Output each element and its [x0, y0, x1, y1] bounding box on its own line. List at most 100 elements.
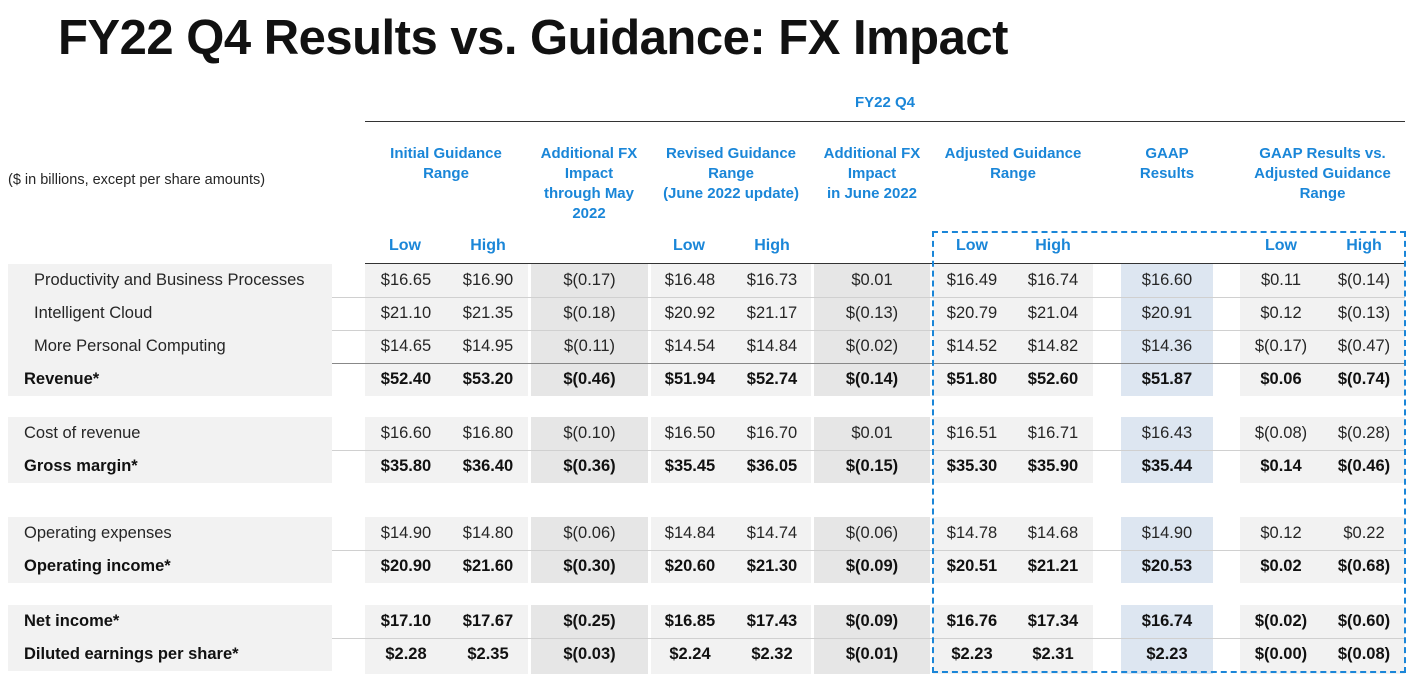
- revised-high-value: $21.17: [746, 304, 798, 322]
- fx-may-value: $(0.06): [563, 524, 616, 542]
- initial-low-value: $35.80: [380, 457, 432, 475]
- row-label: Net income*: [8, 605, 332, 638]
- fx-june-value: $(0.15): [845, 457, 899, 475]
- table-row: Productivity and Business Processes $16.…: [0, 264, 1413, 297]
- vs-high-value: $(0.14): [1337, 271, 1391, 289]
- gap-band: [0, 396, 1413, 417]
- fx-may-value: $(0.46): [563, 370, 616, 388]
- row-divider: [8, 638, 1405, 639]
- adjusted-low-value: $2.23: [951, 645, 993, 663]
- col-bg-fx-may: [531, 264, 648, 674]
- vs-high-value: $(0.28): [1337, 424, 1391, 442]
- vs-low-value: $0.12: [1260, 304, 1302, 322]
- col-bg-gaap-vs: [1240, 264, 1405, 674]
- row-label: Cost of revenue: [8, 417, 332, 450]
- col-header-fx-june: Additional FX Impact in June 2022: [823, 145, 921, 202]
- row-label: Operating expenses: [8, 517, 332, 550]
- gaap-value: $14.36: [1141, 337, 1193, 355]
- adjusted-high-value: $21.04: [1027, 304, 1079, 322]
- initial-high-value: $53.20: [462, 370, 514, 388]
- gaap-value: $51.87: [1141, 370, 1193, 388]
- initial-high-value: $2.35: [467, 645, 509, 663]
- sub-header-high: High: [470, 237, 506, 254]
- initial-low-value: $14.90: [380, 524, 432, 542]
- col-bg-adjusted: [933, 264, 1093, 674]
- page-title: FY22 Q4 Results vs. Guidance: FX Impact: [58, 11, 1008, 65]
- initial-low-value: $17.10: [380, 612, 432, 630]
- gaap-value: $2.23: [1146, 645, 1188, 663]
- adjusted-low-value: $51.80: [946, 370, 998, 388]
- adjusted-highlight-box: [932, 231, 1406, 673]
- adjusted-low-value: $16.51: [946, 424, 998, 442]
- table-row: Gross margin* $35.80 $36.40 $(0.36) $35.…: [0, 450, 1413, 483]
- fx-may-value: $(0.03): [563, 645, 616, 663]
- col-header-gaap-vs: GAAP Results vs. Adjusted Guidance Range: [1254, 145, 1391, 202]
- fx-june-value: $(0.14): [845, 370, 899, 388]
- fx-may-value: $(0.18): [563, 304, 616, 322]
- gaap-value: $16.60: [1141, 271, 1193, 289]
- vs-high-value: $(0.74): [1337, 370, 1391, 388]
- initial-high-value: $21.35: [462, 304, 514, 322]
- fx-june-value: $(0.09): [845, 612, 899, 630]
- revised-low-value: $51.94: [664, 370, 716, 388]
- adjusted-high-value: $14.82: [1027, 337, 1079, 355]
- revised-high-value: $52.74: [746, 370, 798, 388]
- period-rule: [365, 121, 1405, 122]
- fx-june-value: $(0.02): [845, 337, 899, 355]
- row-label: Intelligent Cloud: [8, 297, 332, 330]
- vs-low-value: $0.11: [1260, 271, 1302, 289]
- initial-low-value: $16.60: [380, 424, 432, 442]
- fx-may-value: $(0.30): [563, 557, 616, 575]
- fx-june-value: $(0.13): [845, 304, 899, 322]
- fx-may-value: $(0.36): [563, 457, 616, 475]
- initial-low-value: $20.90: [380, 557, 432, 575]
- table-row: Revenue* $52.40 $53.20 $(0.46) $51.94 $5…: [0, 363, 1413, 396]
- adjusted-low-value: $14.78: [946, 524, 998, 542]
- vs-low-value: $(0.02): [1254, 612, 1308, 630]
- adjusted-low-value: $16.49: [946, 271, 998, 289]
- revised-low-value: $2.24: [669, 645, 711, 663]
- adjusted-high-value: $21.21: [1027, 557, 1079, 575]
- vs-low-value: $0.02: [1260, 557, 1302, 575]
- table-row: Diluted earnings per share* $2.28 $2.35 …: [0, 638, 1413, 671]
- revised-high-value: $36.05: [746, 457, 798, 475]
- initial-low-value: $2.28: [385, 645, 427, 663]
- row-divider: [8, 450, 1405, 451]
- fx-may-value: $(0.17): [563, 271, 616, 289]
- table-row: Operating income* $20.90 $21.60 $(0.30) …: [0, 550, 1413, 583]
- initial-low-value: $21.10: [380, 304, 432, 322]
- revised-low-value: $16.48: [664, 271, 716, 289]
- gaap-value: $14.90: [1141, 524, 1193, 542]
- adjusted-low-value: $20.51: [946, 557, 998, 575]
- vs-low-value: $(0.17): [1254, 337, 1308, 355]
- sub-header-low: Low: [389, 237, 421, 254]
- vs-low-value: $(0.08): [1254, 424, 1308, 442]
- vs-low-value: $0.06: [1260, 370, 1302, 388]
- revised-high-value: $14.84: [746, 337, 798, 355]
- adjusted-low-value: $20.79: [946, 304, 998, 322]
- col-header-initial: Initial Guidance Range: [390, 145, 502, 182]
- row-label: Operating income*: [8, 550, 332, 583]
- header-rule: [365, 263, 1405, 264]
- table-row: Cost of revenue $16.60 $16.80 $(0.10) $1…: [0, 417, 1413, 450]
- table-row: Operating expenses $14.90 $14.80 $(0.06)…: [0, 517, 1413, 550]
- revised-high-value: $16.70: [746, 424, 798, 442]
- col-bg-gaap: [1121, 264, 1213, 674]
- fx-june-value: $(0.09): [845, 557, 899, 575]
- adjusted-high-value: $16.74: [1027, 271, 1079, 289]
- initial-high-value: $17.67: [462, 612, 514, 630]
- revised-high-value: $14.74: [746, 524, 798, 542]
- revised-high-value: $16.73: [746, 271, 798, 289]
- vs-low-value: $0.12: [1260, 524, 1302, 542]
- col-bg-initial: [365, 264, 528, 674]
- row-divider: [8, 330, 1405, 331]
- revised-high-value: $2.32: [751, 645, 793, 663]
- period-header: FY22 Q4: [854, 94, 916, 111]
- gaap-value: $20.53: [1141, 557, 1193, 575]
- adjusted-low-value: $14.52: [946, 337, 998, 355]
- adjusted-high-value: $35.90: [1027, 457, 1079, 475]
- revised-low-value: $20.60: [664, 557, 716, 575]
- fx-june-value: $0.01: [851, 271, 893, 289]
- revised-low-value: $16.50: [664, 424, 716, 442]
- gap-band: [0, 483, 1413, 517]
